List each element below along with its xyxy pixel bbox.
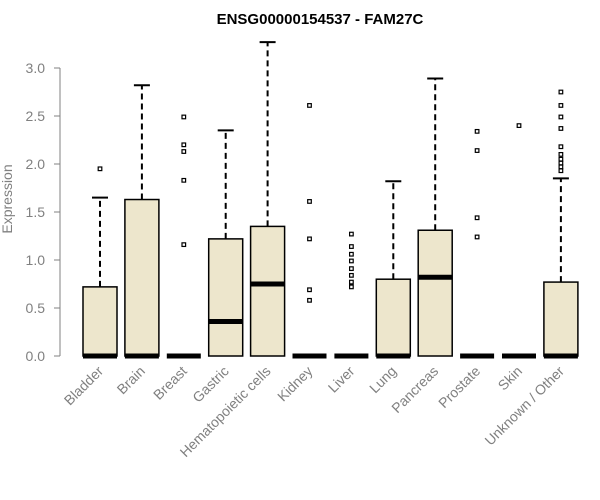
box-body <box>249 225 286 357</box>
outlier-point <box>307 199 312 204</box>
outlier-point <box>349 284 354 290</box>
x-tick-label: Bladder <box>61 363 107 409</box>
x-tick-label: Brain <box>114 363 148 397</box>
outlier-point <box>349 231 354 237</box>
box-breast <box>166 114 201 359</box>
outlier-point <box>558 103 564 108</box>
outlier-point <box>474 215 480 221</box>
chart-title: ENSG00000154537 - FAM27C <box>217 11 424 28</box>
y-tick-label: 2.0 <box>26 156 46 172</box>
box-prostate <box>460 128 495 359</box>
box-body <box>207 238 244 357</box>
x-tick-label: Breast <box>150 363 190 403</box>
boxplot-series <box>82 41 579 359</box>
outlier-point <box>558 152 564 157</box>
outlier-point <box>181 142 187 148</box>
outlier-point <box>181 149 187 154</box>
box-bladder <box>82 166 118 359</box>
outlier-point <box>97 166 103 172</box>
outlier-point <box>558 164 564 170</box>
outlier-point <box>558 168 564 174</box>
outlier-point <box>474 128 480 134</box>
y-axis: 0.0 0.5 1.0 1.5 2.0 2.5 3.0 <box>26 60 61 364</box>
y-tick-label: 0.5 <box>26 300 46 316</box>
outlier-point <box>516 123 522 129</box>
box-hematopoietic-cells <box>249 41 286 357</box>
outlier-point <box>307 297 312 303</box>
x-tick-label: Kidney <box>274 363 316 405</box>
outlier-point <box>349 279 354 285</box>
outlier-point <box>558 114 564 120</box>
y-axis-label: Expression <box>0 164 15 233</box>
outlier-point <box>474 148 480 153</box>
outlier-point <box>307 287 312 293</box>
box-body <box>124 198 160 357</box>
x-tick-label: Prostate <box>435 363 483 411</box>
x-tick-label: Lung <box>366 363 399 396</box>
box-body <box>417 229 453 357</box>
outlier-point <box>349 258 354 264</box>
box-skin <box>502 123 536 359</box>
outlier-point <box>558 126 564 131</box>
outlier-point <box>558 144 564 150</box>
outlier-point <box>181 242 187 248</box>
x-tick-label: Unknown / Other <box>481 363 567 449</box>
y-tick-label: 1.0 <box>26 252 46 268</box>
outlier-point <box>349 244 354 249</box>
box-body <box>375 278 412 357</box>
box-body <box>82 286 118 357</box>
x-tick-label: Liver <box>325 363 358 396</box>
y-tick-label: 0.0 <box>26 348 46 364</box>
outlier-point <box>181 114 187 120</box>
outlier-point <box>349 272 354 278</box>
x-tick-label: Skin <box>495 363 526 394</box>
box-kidney <box>292 103 327 359</box>
outlier-point <box>558 156 564 162</box>
y-tick-label: 2.5 <box>26 108 46 124</box>
outlier-point <box>349 251 354 257</box>
outlier-point <box>474 234 480 240</box>
outlier-point <box>558 160 564 166</box>
outlier-point <box>349 266 354 272</box>
outlier-point <box>307 236 312 242</box>
box-gastric <box>207 129 244 357</box>
box-body <box>543 281 579 357</box>
outlier-point <box>307 103 312 108</box>
outlier-point <box>558 89 564 95</box>
y-tick-label: 3.0 <box>26 60 46 76</box>
y-tick-label: 1.5 <box>26 204 46 220</box>
box-liver <box>334 231 369 359</box>
x-tick-label: Pancreas <box>388 363 441 416</box>
box-pancreas <box>417 77 453 357</box>
box-unknown-other <box>543 89 579 359</box>
outlier-point <box>181 177 187 183</box>
box-lung <box>375 180 412 359</box>
box-brain <box>124 84 160 359</box>
